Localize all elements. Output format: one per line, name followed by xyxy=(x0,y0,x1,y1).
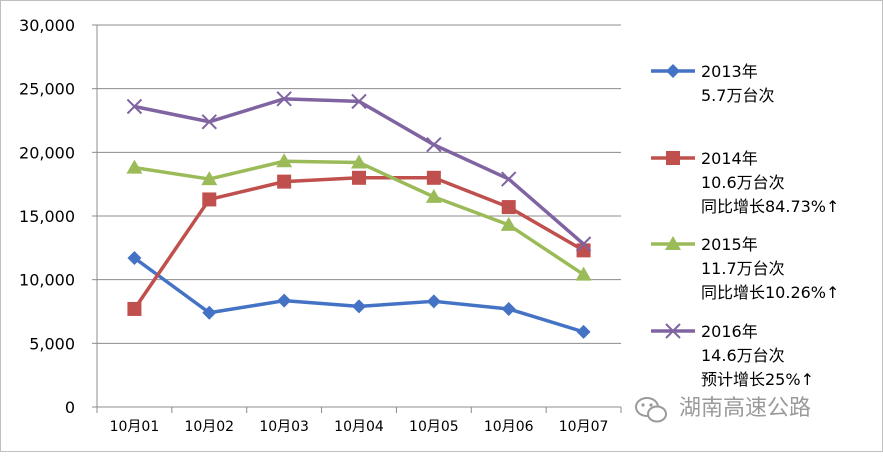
legend-label: 2016年 xyxy=(701,322,758,341)
data-point xyxy=(501,200,516,215)
gridlines xyxy=(97,24,621,344)
series-group xyxy=(126,91,592,339)
data-point xyxy=(576,243,591,258)
data-point xyxy=(127,301,142,316)
y-tick-label: 20,000 xyxy=(19,143,75,162)
data-point xyxy=(201,114,217,130)
x-tick-label: 10月06 xyxy=(484,419,534,435)
legend-swatch-marker xyxy=(666,64,680,78)
data-point xyxy=(276,91,292,107)
series-2013年 xyxy=(127,251,591,339)
y-tick-label: 25,000 xyxy=(19,80,75,99)
y-tick-labels: 0 5,000 10,000 15,000 20,000 25,000 30,000 xyxy=(19,16,75,417)
data-point xyxy=(500,216,517,231)
y-tick-label: 15,000 xyxy=(19,207,75,226)
legend-label: 5.7万台次 xyxy=(701,86,774,105)
legend-swatch-marker xyxy=(666,151,680,165)
data-point xyxy=(425,188,442,203)
data-point xyxy=(126,159,143,174)
series-2014年 xyxy=(127,170,591,316)
data-point xyxy=(126,98,143,115)
x-tick-label: 10月07 xyxy=(559,419,609,435)
legend-swatch-marker xyxy=(665,323,681,339)
x-marker-stroke xyxy=(426,136,442,153)
legend-label: 11.7万台次 xyxy=(701,259,785,278)
x-tick-label: 10月04 xyxy=(334,419,384,435)
legend-label: 14.6万台次 xyxy=(701,346,785,365)
data-point xyxy=(127,251,142,266)
axes xyxy=(92,24,622,413)
x-tick-label: 10月01 xyxy=(110,419,160,435)
legend-label: 2015年 xyxy=(701,235,758,254)
x-tick-label: 10月03 xyxy=(259,419,309,435)
x-tick-label: 10月02 xyxy=(184,419,234,435)
x-marker-stroke xyxy=(351,93,367,110)
legend-entry: 2013年 5.7万台次 xyxy=(651,62,774,105)
data-point xyxy=(501,171,517,187)
x-tick-labels: 10月01 10月02 10月03 10月04 10月05 10月06 10月07 xyxy=(110,419,609,435)
x-tick-label: 10月05 xyxy=(409,419,459,435)
legend-label: 10.6万台次 xyxy=(701,173,785,192)
series-line xyxy=(133,256,585,334)
data-point xyxy=(351,154,367,169)
data-point xyxy=(277,174,292,189)
legend-label: 预计增长25%↑ xyxy=(701,370,814,389)
x-marker-stroke xyxy=(501,171,517,187)
watermark-text: 湖南高速公路 xyxy=(679,396,811,421)
y-tick-label: 10,000 xyxy=(19,271,75,290)
data-point xyxy=(352,299,366,314)
series-2016年 xyxy=(126,91,592,252)
legend-label: 同比增长10.26%↑ xyxy=(701,283,839,302)
data-point xyxy=(351,93,367,110)
data-point xyxy=(575,236,592,252)
data-point xyxy=(201,171,218,186)
legend-swatch-marker xyxy=(665,236,681,250)
data-point xyxy=(202,305,217,320)
x-marker-stroke xyxy=(201,114,217,130)
data-point xyxy=(501,301,516,316)
x-marker-stroke xyxy=(126,98,143,115)
data-point xyxy=(426,136,442,153)
data-point xyxy=(576,324,591,339)
legend-label: 同比增长84.73%↑ xyxy=(701,197,839,216)
data-point xyxy=(352,170,366,185)
x-marker-stroke xyxy=(665,323,681,339)
data-point xyxy=(277,293,292,308)
data-point xyxy=(202,192,217,207)
y-tick-label: 30,000 xyxy=(19,16,75,35)
legend-label: 2013年 xyxy=(701,62,758,81)
series-2015年 xyxy=(126,153,592,281)
y-tick-label: 0 xyxy=(65,398,75,417)
data-point xyxy=(426,170,441,185)
data-point xyxy=(276,153,293,168)
series-line xyxy=(132,176,585,310)
x-marker-stroke xyxy=(575,236,592,252)
data-point xyxy=(575,266,592,281)
y-tick-label: 5,000 xyxy=(29,334,75,353)
data-point xyxy=(426,294,441,309)
watermark: 湖南高速公路 xyxy=(635,396,811,423)
legend-label: 2014年 xyxy=(701,149,758,168)
x-marker-stroke xyxy=(276,91,292,107)
wechat-icon xyxy=(635,397,667,423)
